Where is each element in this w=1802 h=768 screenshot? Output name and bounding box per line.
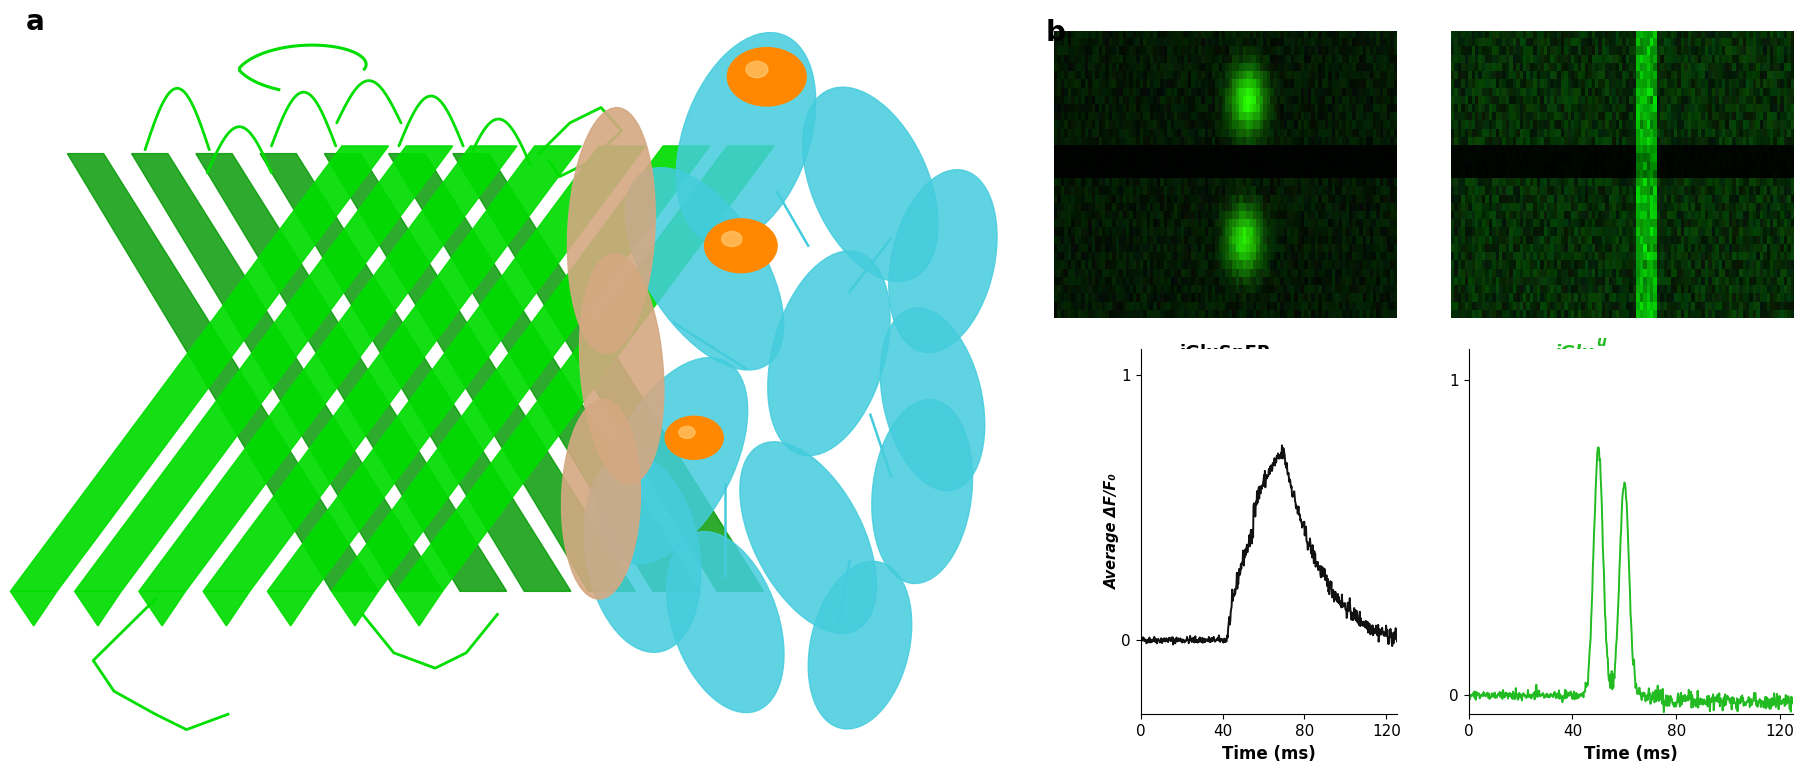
Polygon shape <box>267 591 314 626</box>
Polygon shape <box>139 591 186 626</box>
Polygon shape <box>204 146 582 591</box>
Ellipse shape <box>676 32 816 244</box>
Ellipse shape <box>584 454 701 652</box>
Ellipse shape <box>625 167 784 370</box>
Ellipse shape <box>872 399 973 584</box>
Polygon shape <box>332 146 710 591</box>
Ellipse shape <box>741 442 876 634</box>
Y-axis label: Average ΔF/F₀: Average ΔF/F₀ <box>1105 474 1119 589</box>
Circle shape <box>679 426 696 439</box>
Polygon shape <box>332 591 378 626</box>
Polygon shape <box>204 591 250 626</box>
Circle shape <box>728 48 805 106</box>
Circle shape <box>746 61 768 78</box>
Polygon shape <box>396 146 775 591</box>
Ellipse shape <box>802 88 939 281</box>
Ellipse shape <box>600 358 748 564</box>
Polygon shape <box>396 591 443 626</box>
Ellipse shape <box>562 399 640 599</box>
Polygon shape <box>267 146 645 591</box>
Polygon shape <box>452 154 764 591</box>
Circle shape <box>721 231 742 247</box>
Polygon shape <box>74 146 452 591</box>
Ellipse shape <box>881 308 984 491</box>
Text: iGlu: iGlu <box>1555 343 1595 362</box>
Polygon shape <box>389 154 699 591</box>
Polygon shape <box>74 591 121 626</box>
Polygon shape <box>67 154 378 591</box>
Circle shape <box>705 219 777 273</box>
Ellipse shape <box>809 561 912 729</box>
Polygon shape <box>324 154 634 591</box>
Ellipse shape <box>568 108 656 353</box>
Ellipse shape <box>768 251 890 455</box>
FancyBboxPatch shape <box>4 2 101 58</box>
Polygon shape <box>259 154 571 591</box>
Polygon shape <box>139 146 517 591</box>
Polygon shape <box>196 154 506 591</box>
Text: a: a <box>25 8 45 35</box>
Polygon shape <box>11 591 58 626</box>
Text: u: u <box>1597 335 1606 349</box>
X-axis label: Time (ms): Time (ms) <box>1222 744 1315 763</box>
X-axis label: Time (ms): Time (ms) <box>1584 744 1678 763</box>
Polygon shape <box>132 154 443 591</box>
Circle shape <box>665 416 723 459</box>
Ellipse shape <box>580 253 663 484</box>
Ellipse shape <box>667 531 784 713</box>
Polygon shape <box>11 146 389 591</box>
Text: iGluSnFR: iGluSnFR <box>1180 343 1270 362</box>
Text: b: b <box>1045 19 1065 47</box>
Ellipse shape <box>888 170 997 353</box>
